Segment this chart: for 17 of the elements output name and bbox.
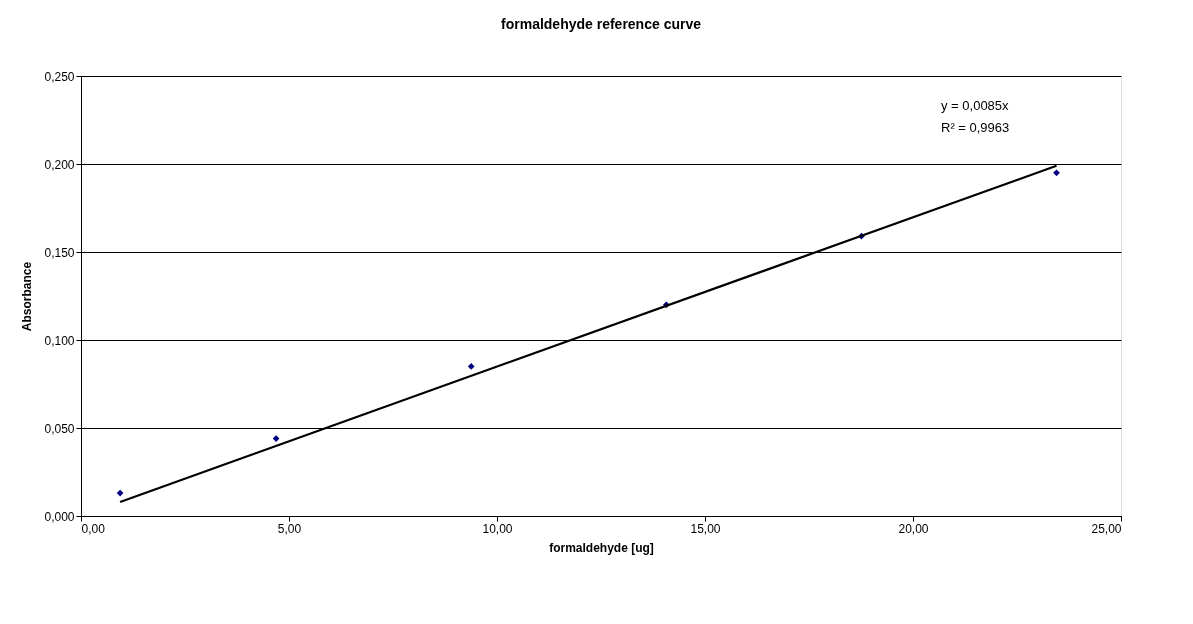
y-tick-label: 0,100 (44, 333, 75, 348)
y-tick-label: 0,150 (44, 245, 75, 260)
x-tick-label: 15,00 (690, 521, 721, 536)
y-axis-title: Absorbance (20, 261, 35, 332)
y-tick-label: 0,250 (44, 69, 75, 84)
y-tick-label: 0,000 (44, 509, 75, 524)
annotation: R² = 0,9963 (941, 120, 1010, 135)
x-tick-label: 20,00 (898, 521, 929, 536)
annotation: y = 0,0085x (941, 98, 1010, 113)
chart-title: formaldehyde reference curve (501, 16, 702, 32)
y-tick-label: 0,200 (44, 157, 75, 172)
x-tick-label: 25,00 (1091, 521, 1122, 536)
x-tick-label: 10,00 (482, 521, 513, 536)
x-axis-title: formaldehyde [ug] (549, 540, 654, 555)
y-tick-label: 0,050 (44, 421, 75, 436)
x-tick-label: 5,00 (277, 521, 302, 536)
x-tick-label: 0,00 (81, 521, 106, 536)
